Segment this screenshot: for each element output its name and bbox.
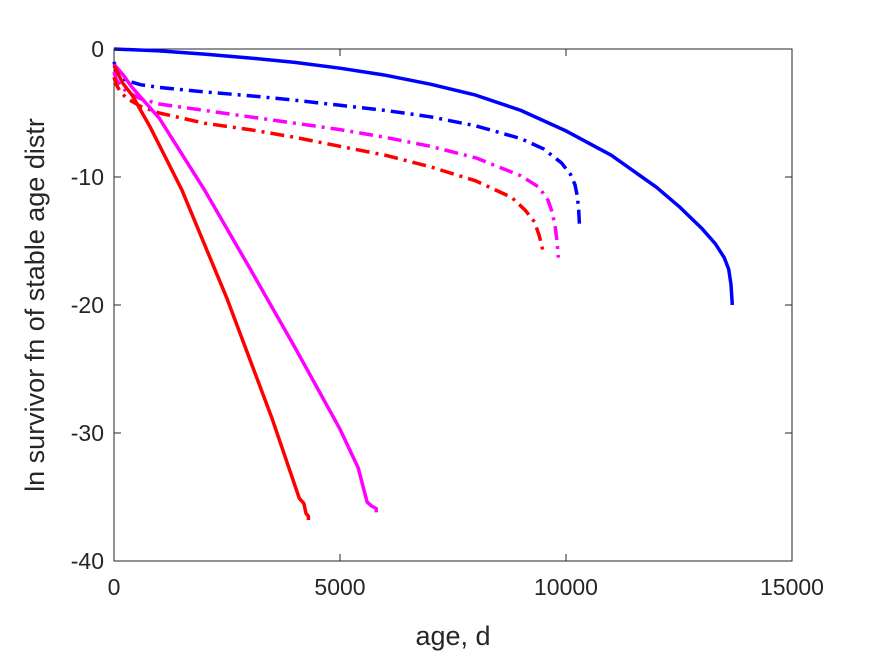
series-line-5: [112, 63, 378, 513]
y-tick-label: -40: [71, 548, 104, 574]
series-line-1: [113, 47, 735, 306]
series-line-6: [112, 64, 311, 520]
x-axis-label: age, d: [415, 621, 490, 651]
y-axis-label: ln survivor fn of stable age distr: [20, 118, 50, 492]
series-line-4: [112, 76, 546, 255]
y-axis-ticks: -40 -30 -20 -10 0: [71, 36, 792, 574]
plot-area: [113, 48, 793, 562]
y-tick-label: -10: [71, 164, 104, 190]
series-line-2: [112, 61, 582, 229]
x-tick-label: 10000: [534, 574, 598, 600]
y-tick-label: -30: [71, 420, 104, 446]
y-tick-label: -20: [71, 292, 104, 318]
series-line-3: [112, 71, 561, 258]
y-tick-label: 0: [91, 36, 104, 62]
x-tick-label: 0: [108, 574, 121, 600]
x-axis-ticks: 0 5000 10000 15000: [108, 49, 824, 600]
series-layer: [112, 47, 735, 520]
x-tick-label: 15000: [760, 574, 824, 600]
plot-frame: [113, 48, 793, 562]
x-tick-label: 5000: [314, 574, 365, 600]
